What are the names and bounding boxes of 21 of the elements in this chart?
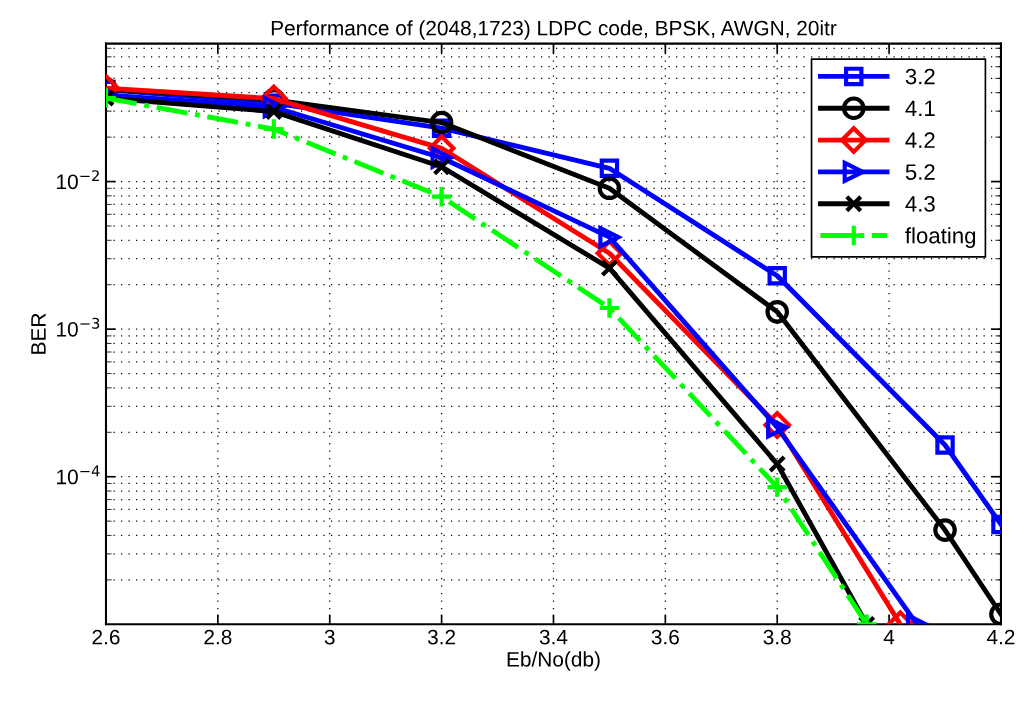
legend-label: 5.2 (905, 164, 935, 180)
x-tick-label: 2.6 (92, 629, 120, 645)
x-axis-title: Eb/No(db) (507, 651, 600, 671)
x-tick-label: 3.6 (651, 629, 679, 645)
y-axis-title: BER (31, 313, 46, 354)
y-tick-label: 10$^{−4}$ (57, 465, 100, 485)
legend-label: 3.2 (905, 68, 935, 85)
x-tick-label: 3 (324, 629, 335, 645)
legend-label: 4.3 (905, 195, 935, 212)
x-tick-label: 3.2 (427, 629, 456, 645)
x-tick-label: 4 (883, 629, 895, 645)
x-tick-label: 3.4 (539, 629, 568, 645)
x-tick-label: 3.8 (763, 629, 791, 645)
x-tick-label: 2.8 (204, 629, 232, 645)
chart-title: Performance of (2048,1723) LDPC code, BPSK, AWGN, 20itr (271, 20, 837, 40)
legend-label: 4.2 (905, 132, 935, 148)
x-tick-label: 4.2 (986, 629, 1015, 645)
legend-label: floating (905, 227, 976, 248)
legend-label: 4.1 (905, 100, 935, 117)
y-tick-label: 10$^{−3}$ (57, 317, 100, 337)
y-tick-label: 10$^{−2}$ (57, 170, 99, 190)
